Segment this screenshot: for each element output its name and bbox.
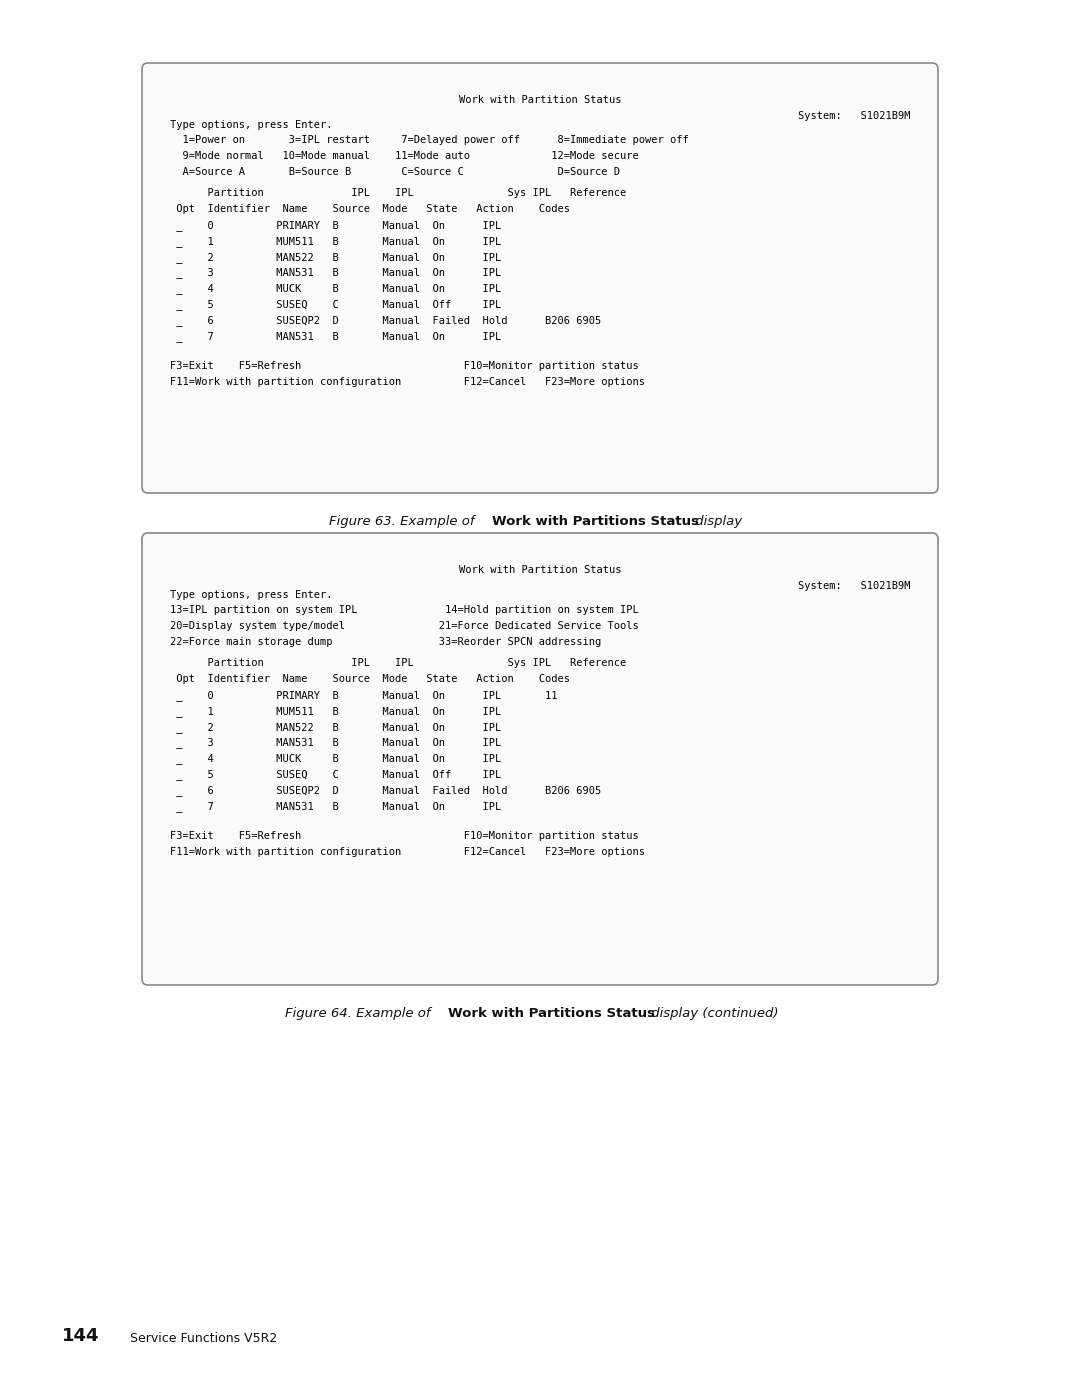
Text: 13=IPL partition on system IPL              14=Hold partition on system IPL: 13=IPL partition on system IPL 14=Hold p… — [170, 605, 638, 615]
Text: System:   S1021B9M: System: S1021B9M — [797, 110, 910, 120]
Text: Opt  Identifier  Name    Source  Mode   State   Action    Codes: Opt Identifier Name Source Mode State Ac… — [170, 204, 570, 214]
Text: 20=Display system type/model               21=Force Dedicated Service Tools: 20=Display system type/model 21=Force De… — [170, 622, 638, 631]
Text: _    3          MAN531   B       Manual  On      IPL: _ 3 MAN531 B Manual On IPL — [170, 268, 501, 278]
Text: _    5          SUSEQ    C       Manual  Off     IPL: _ 5 SUSEQ C Manual Off IPL — [170, 770, 501, 780]
Text: Work with Partitions Status: Work with Partitions Status — [492, 515, 699, 528]
Text: _    5          SUSEQ    C       Manual  Off     IPL: _ 5 SUSEQ C Manual Off IPL — [170, 299, 501, 310]
Text: Type options, press Enter.: Type options, press Enter. — [170, 590, 333, 599]
Text: A=Source A       B=Source B        C=Source C               D=Source D: A=Source A B=Source B C=Source C D=Sourc… — [170, 168, 620, 177]
Text: Figure 64. Example of: Figure 64. Example of — [285, 1007, 435, 1020]
Text: display: display — [691, 515, 743, 528]
Text: 1=Power on       3=IPL restart     7=Delayed power off      8=Immediate power of: 1=Power on 3=IPL restart 7=Delayed power… — [170, 136, 689, 145]
Text: Service Functions V5R2: Service Functions V5R2 — [130, 1331, 278, 1345]
Text: _    7          MAN531   B       Manual  On      IPL: _ 7 MAN531 B Manual On IPL — [170, 331, 501, 342]
Text: _    2          MAN522   B       Manual  On      IPL: _ 2 MAN522 B Manual On IPL — [170, 251, 501, 263]
Text: _    6          SUSEQP2  D       Manual  Failed  Hold      B206 6905: _ 6 SUSEQP2 D Manual Failed Hold B206 69… — [170, 785, 602, 796]
Text: _    4          MUCK     B       Manual  On      IPL: _ 4 MUCK B Manual On IPL — [170, 284, 501, 295]
Text: F3=Exit    F5=Refresh                          F10=Monitor partition status: F3=Exit F5=Refresh F10=Monitor partition… — [170, 360, 638, 372]
FancyBboxPatch shape — [141, 63, 939, 493]
Text: Work with Partitions Status: Work with Partitions Status — [447, 1007, 654, 1020]
Text: _    6          SUSEQP2  D       Manual  Failed  Hold      B206 6905: _ 6 SUSEQP2 D Manual Failed Hold B206 69… — [170, 316, 602, 326]
Text: _    1          MUM511   B       Manual  On      IPL: _ 1 MUM511 B Manual On IPL — [170, 705, 501, 717]
Text: _    0          PRIMARY  B       Manual  On      IPL       11: _ 0 PRIMARY B Manual On IPL 11 — [170, 690, 557, 701]
FancyBboxPatch shape — [141, 534, 939, 985]
Text: 22=Force main storage dump                 33=Reorder SPCN addressing: 22=Force main storage dump 33=Reorder SP… — [170, 637, 602, 647]
Text: _    2          MAN522   B       Manual  On      IPL: _ 2 MAN522 B Manual On IPL — [170, 722, 501, 732]
Text: Partition              IPL    IPL               Sys IPL   Reference: Partition IPL IPL Sys IPL Reference — [170, 189, 626, 198]
Text: System:   S1021B9M: System: S1021B9M — [797, 581, 910, 591]
Text: _    1          MUM511   B       Manual  On      IPL: _ 1 MUM511 B Manual On IPL — [170, 236, 501, 247]
Text: _    3          MAN531   B       Manual  On      IPL: _ 3 MAN531 B Manual On IPL — [170, 738, 501, 749]
Text: F3=Exit    F5=Refresh                          F10=Monitor partition status: F3=Exit F5=Refresh F10=Monitor partition… — [170, 831, 638, 841]
Text: Figure 63. Example of: Figure 63. Example of — [329, 515, 480, 528]
Text: _    4          MUCK     B       Manual  On      IPL: _ 4 MUCK B Manual On IPL — [170, 753, 501, 764]
Text: Opt  Identifier  Name    Source  Mode   State   Action    Codes: Opt Identifier Name Source Mode State Ac… — [170, 675, 570, 685]
Text: _    0          PRIMARY  B       Manual  On      IPL: _ 0 PRIMARY B Manual On IPL — [170, 221, 501, 231]
Text: Work with Partition Status: Work with Partition Status — [459, 95, 621, 105]
Text: F11=Work with partition configuration          F12=Cancel   F23=More options: F11=Work with partition configuration F1… — [170, 377, 645, 387]
Text: 144: 144 — [62, 1327, 99, 1345]
Text: 9=Mode normal   10=Mode manual    11=Mode auto             12=Mode secure: 9=Mode normal 10=Mode manual 11=Mode aut… — [170, 151, 638, 161]
Text: Work with Partition Status: Work with Partition Status — [459, 564, 621, 576]
Text: Partition              IPL    IPL               Sys IPL   Reference: Partition IPL IPL Sys IPL Reference — [170, 658, 626, 668]
Text: display (continued): display (continued) — [647, 1007, 779, 1020]
Text: Type options, press Enter.: Type options, press Enter. — [170, 120, 333, 130]
Text: _    7          MAN531   B       Manual  On      IPL: _ 7 MAN531 B Manual On IPL — [170, 800, 501, 812]
Text: F11=Work with partition configuration          F12=Cancel   F23=More options: F11=Work with partition configuration F1… — [170, 847, 645, 856]
